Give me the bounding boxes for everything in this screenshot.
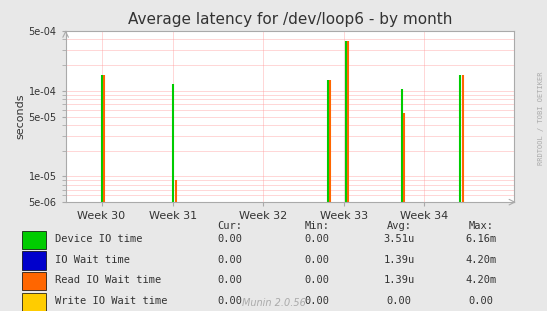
Text: RRDTOOL / TOBI OETIKER: RRDTOOL / TOBI OETIKER (538, 72, 544, 165)
FancyBboxPatch shape (22, 252, 46, 270)
Text: Min:: Min: (305, 221, 330, 231)
Text: 0.00: 0.00 (217, 255, 242, 265)
FancyBboxPatch shape (22, 231, 46, 249)
Text: 0.00: 0.00 (305, 275, 330, 285)
Text: 0.00: 0.00 (305, 255, 330, 265)
FancyBboxPatch shape (22, 293, 46, 311)
Text: Write IO Wait time: Write IO Wait time (55, 296, 167, 306)
FancyBboxPatch shape (22, 272, 46, 290)
Text: 0.00: 0.00 (217, 275, 242, 285)
Y-axis label: seconds: seconds (16, 94, 26, 139)
Text: 4.20m: 4.20m (465, 275, 497, 285)
Text: Device IO time: Device IO time (55, 234, 142, 244)
Text: Cur:: Cur: (217, 221, 242, 231)
Text: 1.39u: 1.39u (383, 275, 415, 285)
Text: 0.00: 0.00 (305, 296, 330, 306)
Text: Read IO Wait time: Read IO Wait time (55, 275, 161, 285)
Text: Avg:: Avg: (387, 221, 412, 231)
Text: 0.00: 0.00 (387, 296, 412, 306)
Text: 3.51u: 3.51u (383, 234, 415, 244)
Text: 6.16m: 6.16m (465, 234, 497, 244)
Text: 4.20m: 4.20m (465, 255, 497, 265)
Text: 0.00: 0.00 (217, 296, 242, 306)
Text: Munin 2.0.56: Munin 2.0.56 (242, 298, 305, 308)
Text: Max:: Max: (469, 221, 494, 231)
Text: 0.00: 0.00 (305, 234, 330, 244)
Text: 0.00: 0.00 (217, 234, 242, 244)
Text: IO Wait time: IO Wait time (55, 255, 130, 265)
Title: Average latency for /dev/loop6 - by month: Average latency for /dev/loop6 - by mont… (127, 12, 452, 27)
Text: 0.00: 0.00 (469, 296, 494, 306)
Text: 1.39u: 1.39u (383, 255, 415, 265)
